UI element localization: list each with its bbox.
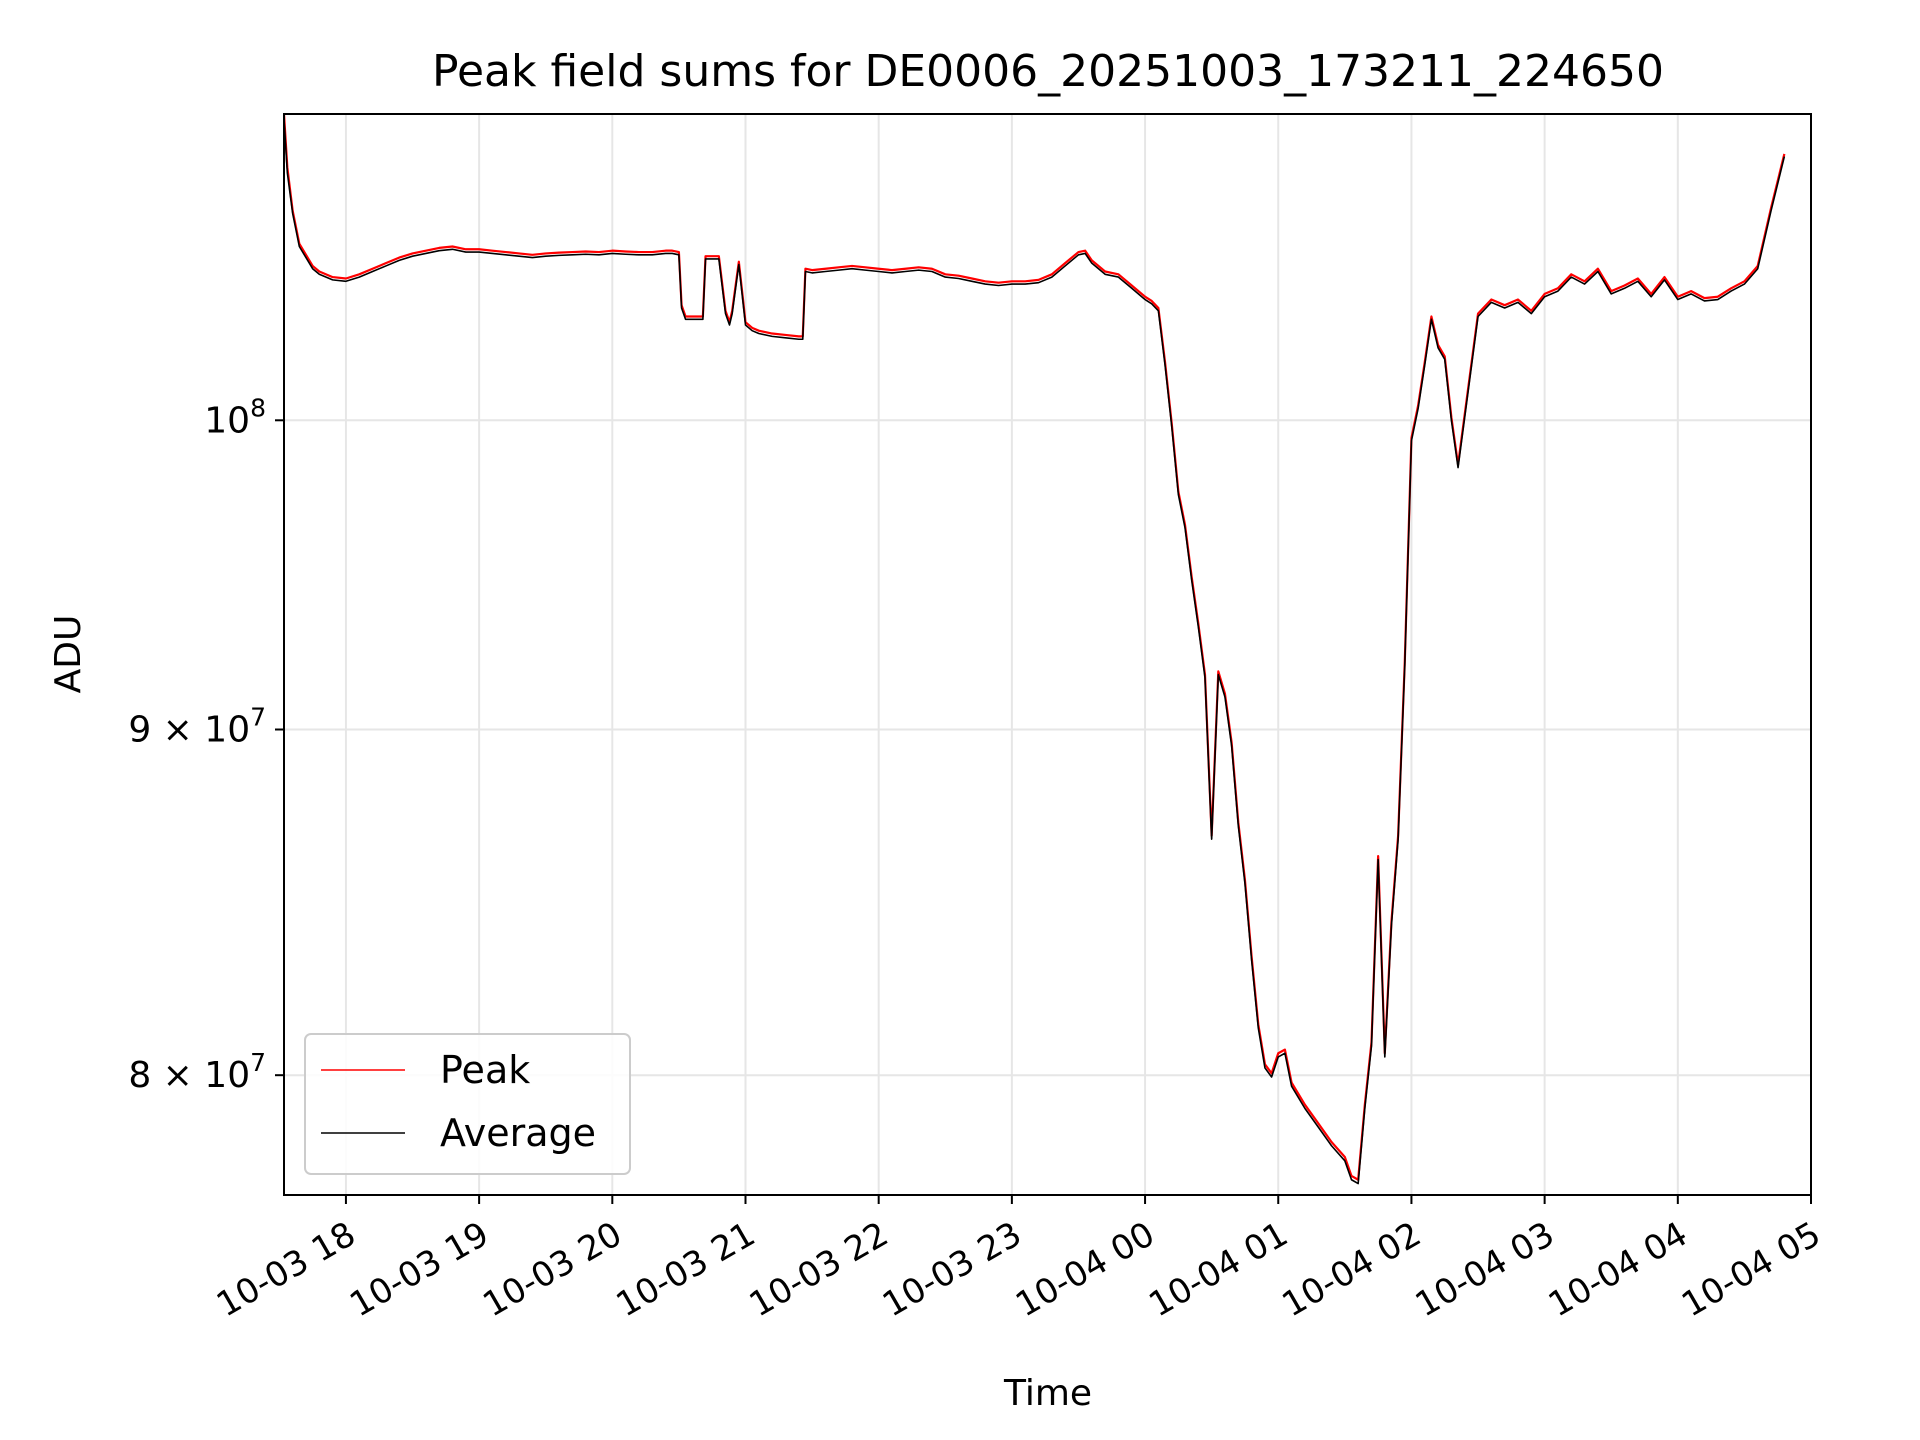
y-axis-ticks: 8 × 107 9 × 107 108 [128,393,284,1096]
series-line-average [284,119,1786,1185]
x-axis-label: Time [1003,1373,1092,1414]
chart-title: Peak field sums for DE0006_20251003_1732… [432,46,1664,97]
y-axis-label: ADU [48,615,89,694]
data-lines [284,114,1786,1185]
y-tick-label: 9 × 107 [128,703,266,751]
plot-frame [283,113,1812,1196]
y-tick-label: 8 × 107 [128,1048,266,1096]
legend: Peak Average [304,1033,631,1175]
legend-box [304,1033,631,1175]
legend-average-label: Average [440,1111,596,1155]
y-tick-label: 108 [204,393,266,441]
legend-peak-label: Peak [440,1048,530,1092]
